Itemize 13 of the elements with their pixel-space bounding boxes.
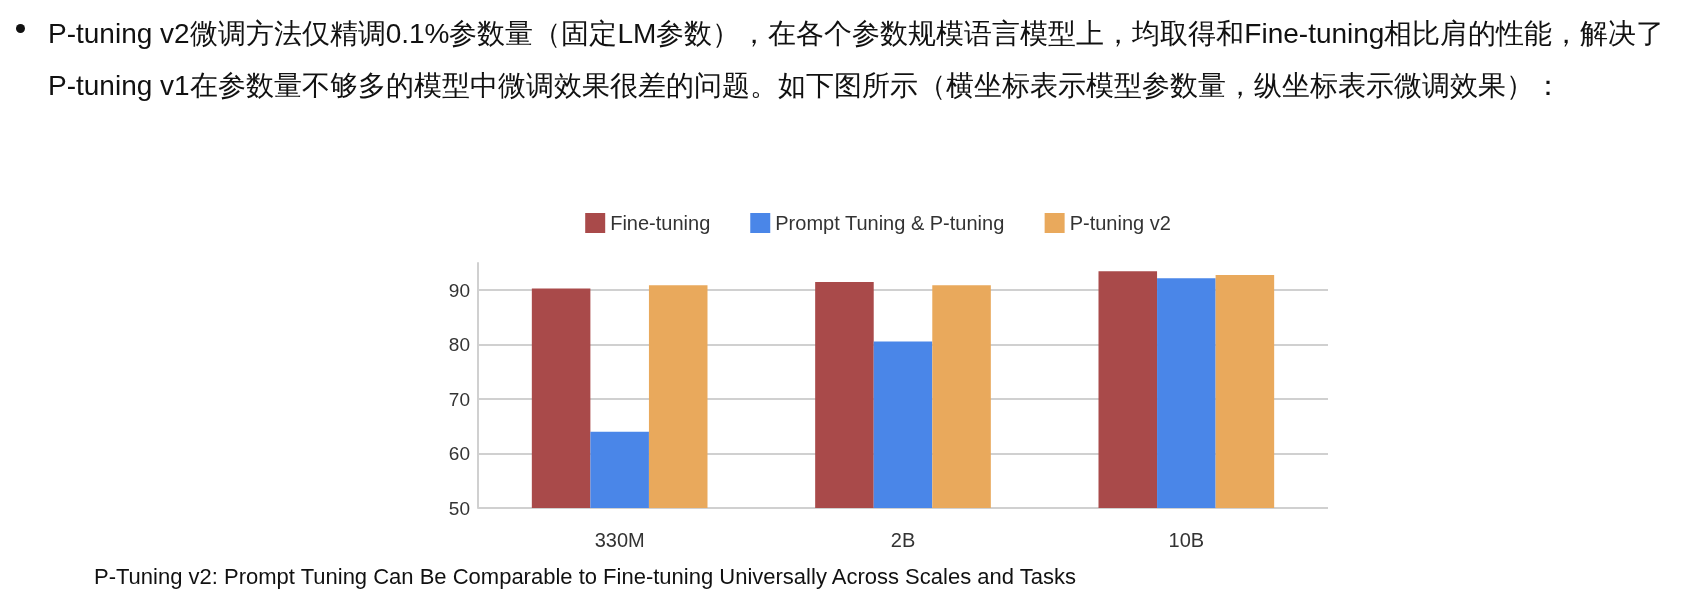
legend-label: Prompt Tuning & P-tuning — [775, 212, 1005, 234]
text: P-Tuning v2: Prompt Tuning Can Be Comparable to Fine-tuning Universally Across Scales and Tasks — [94, 564, 1076, 590]
y-tick-label: 50 — [448, 497, 470, 519]
x-tick-label: 330M — [594, 529, 645, 551]
legend-label: Fine-tuning — [610, 212, 711, 234]
legend-label: P-tuning v2 — [1069, 212, 1171, 234]
y-tick-label: 80 — [448, 334, 470, 356]
y-tick-label: 90 — [448, 279, 470, 301]
chart-title: P-tuning v2微调方法仅精调0.1%参数量（固定LM参数），在各个参数规模语言模型上，均取得和Fine-tuning相比肩的性能，解决了P-tuning v1在参数量不够多的模型中微调效果很差的问题。如下图所示（横坐标表示模型参数量，纵坐标表示微调效果）： — [48, 17, 1666, 103]
x-tick-label: 2B — [890, 529, 916, 551]
y-tick-label: 60 — [448, 443, 470, 465]
y-tick-label: 70 — [448, 388, 470, 410]
x-tick-label: 10B — [1168, 529, 1205, 551]
